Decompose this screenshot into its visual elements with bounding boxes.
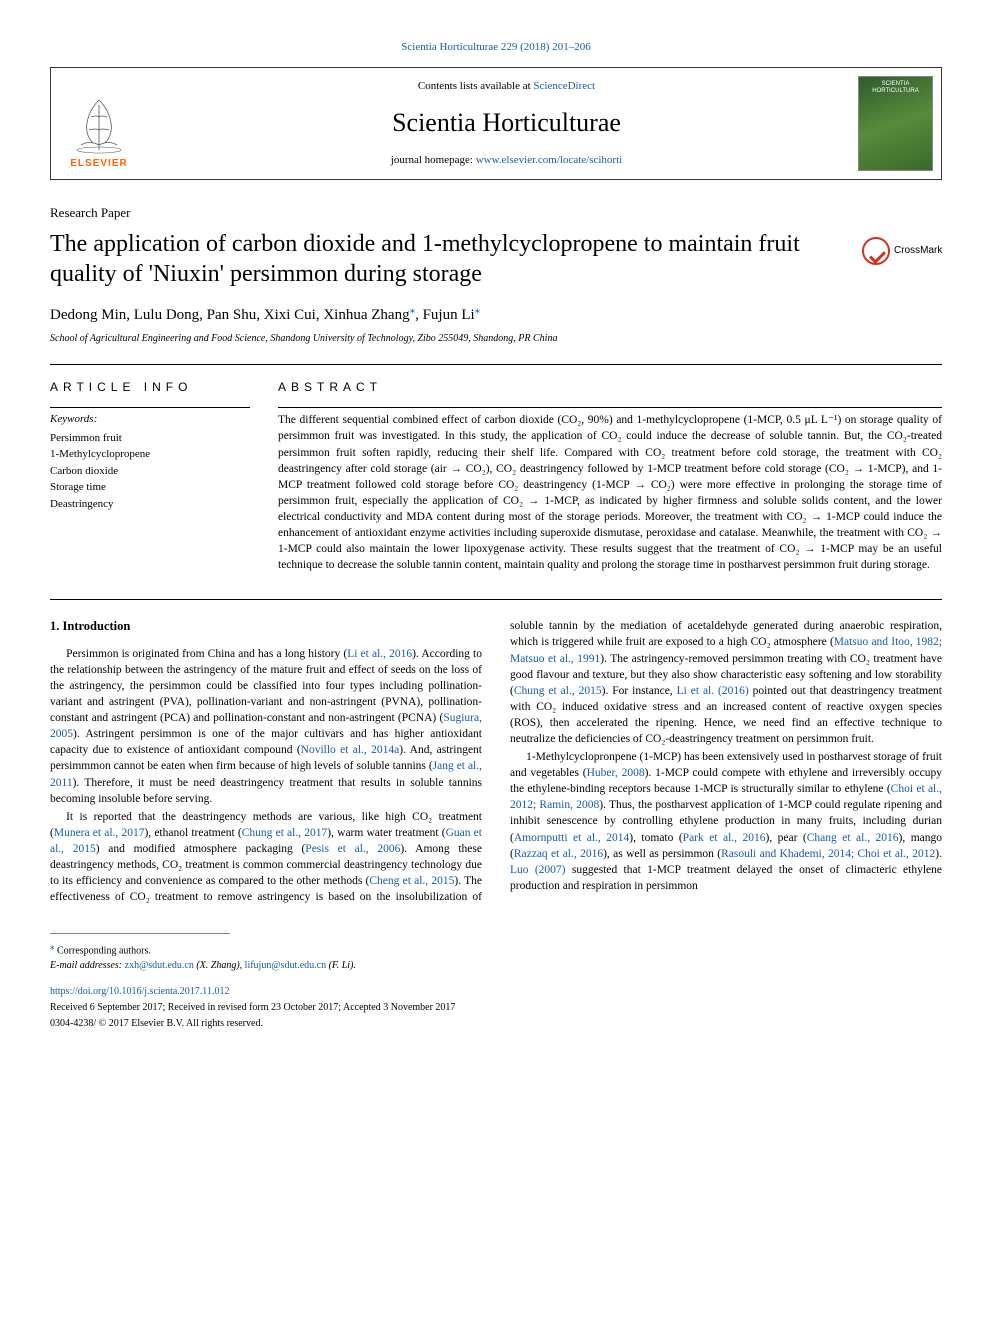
email-label: E-mail addresses: (50, 960, 125, 971)
keyword-item: Storage time (50, 479, 250, 496)
keywords-list: Persimmon fruit 1-Methylcyclopropene Car… (50, 430, 250, 513)
contents-available-line: Contents lists available at ScienceDirec… (155, 79, 858, 94)
citation-link[interactable]: Pesis et al., 2006 (305, 843, 400, 855)
email-addresses-line: E-mail addresses: zxh@sdut.edu.cn (X. Zh… (50, 959, 942, 973)
citation-link[interactable]: Cheng et al., 2015 (369, 875, 454, 887)
header-center: Contents lists available at ScienceDirec… (155, 79, 858, 168)
footnote-separator (50, 933, 230, 934)
abstract-divider (278, 407, 942, 408)
citation-link[interactable]: Razzaq et al., 2016 (514, 848, 603, 860)
para-text: ), ethanol treatment ( (144, 827, 241, 839)
para-text: ), pear ( (766, 832, 807, 844)
para-text: ), warm water treatment ( (327, 827, 445, 839)
authors-line: Dedong Min, Lulu Dong, Pan Shu, Xixi Cui… (50, 303, 942, 326)
para-text: Persimmon is originated from China and h… (66, 648, 347, 660)
corr-label: Corresponding authors. (55, 946, 151, 957)
elsevier-logo: ELSEVIER (59, 76, 139, 171)
journal-homepage-link[interactable]: www.elsevier.com/locate/scihorti (476, 154, 623, 166)
title-row: The application of carbon dioxide and 1-… (50, 229, 942, 289)
article-info-col: ARTICLE INFO Keywords: Persimmon fruit 1… (50, 379, 250, 574)
affiliation: School of Agricultural Engineering and F… (50, 332, 942, 346)
homepage-prefix: journal homepage: (391, 154, 476, 166)
issn-copyright: 0304-4238/ © 2017 Elsevier B.V. All righ… (50, 1017, 942, 1031)
journal-header: ELSEVIER Contents lists available at Sci… (50, 67, 942, 180)
para-text: ), as well as persimmon ( (603, 848, 721, 860)
journal-cover-thumb (858, 76, 933, 171)
divider-bottom (50, 599, 942, 600)
citation-link[interactable]: Li et al. (2016) (677, 685, 749, 697)
corresponding-author-note: ⁎ Corresponding authors. (50, 940, 942, 958)
crossmark-icon (862, 237, 890, 265)
email-link-1[interactable]: zxh@sdut.edu.cn (125, 960, 194, 971)
citation-link[interactable]: Amornputti et al., 2014 (514, 832, 629, 844)
authors-names-1: Dedong Min, Lulu Dong, Pan Shu, Xixi Cui… (50, 307, 410, 323)
info-abstract-row: ARTICLE INFO Keywords: Persimmon fruit 1… (50, 379, 942, 574)
body-paragraph-1: Persimmon is originated from China and h… (50, 646, 482, 807)
keywords-divider (50, 407, 250, 408)
crossmark-badge[interactable]: CrossMark (862, 237, 942, 265)
keyword-item: Carbon dioxide (50, 463, 250, 480)
paper-type: Research Paper (50, 204, 942, 222)
body-paragraph-3: 1-Methylcyclopronpene (1-MCP) has been e… (510, 749, 942, 894)
doi-link[interactable]: https://doi.org/10.1016/j.scienta.2017.1… (50, 985, 942, 999)
citation-link[interactable]: Chung et al., 2015 (514, 685, 602, 697)
citation-link[interactable]: Park et al., 2016 (683, 832, 766, 844)
article-history: Received 6 September 2017; Received in r… (50, 1001, 942, 1015)
divider-top (50, 364, 942, 365)
contents-prefix: Contents lists available at (418, 80, 533, 92)
journal-name: Scientia Horticulturae (155, 105, 858, 141)
abstract-head: ABSTRACT (278, 379, 942, 396)
abstract-text: The different sequential combined effect… (278, 412, 942, 573)
journal-homepage-line: journal homepage: www.elsevier.com/locat… (155, 153, 858, 168)
citation-link[interactable]: Chung et al., 2017 (242, 827, 328, 839)
para-text: suggested that 1-MCP treatment delayed t… (510, 864, 942, 892)
para-text: ), tomato ( (629, 832, 682, 844)
citation-link[interactable]: Huber, 2008 (587, 767, 645, 779)
article-info-head: ARTICLE INFO (50, 379, 250, 396)
publisher-name: ELSEVIER (70, 157, 127, 171)
citation-link[interactable]: Li et al., 2016 (347, 648, 412, 660)
main-body: 1. Introduction Persimmon is originated … (50, 618, 942, 905)
email-who-1: (X. Zhang), (194, 960, 245, 971)
email-who-2: (F. Li). (326, 960, 356, 971)
citation-link[interactable]: Luo (2007) (510, 864, 566, 876)
corr-mark-2: ⁎ (475, 304, 481, 316)
para-text: ). For instance, (602, 685, 677, 697)
para-text: ). (935, 848, 942, 860)
citation-link[interactable]: Novillo et al., 2014a (301, 744, 400, 756)
citation-link[interactable]: Munera et al., 2017 (54, 827, 145, 839)
running-head: Scientia Horticulturae 229 (2018) 201–20… (50, 40, 942, 55)
email-link-2[interactable]: lifujun@sdut.edu.cn (245, 960, 326, 971)
para-text: ). Therefore, it must be need deastringe… (50, 777, 482, 805)
authors-names-2: , Fujun Li (415, 307, 475, 323)
keyword-item: 1-Methylcyclopropene (50, 446, 250, 463)
keyword-item: Deastringency (50, 496, 250, 513)
intro-head: 1. Introduction (50, 618, 482, 636)
sciencedirect-link[interactable]: ScienceDirect (533, 80, 595, 92)
citation-link[interactable]: Rasouli and Khademi, 2014; Choi et al., … (721, 848, 935, 860)
para-text: ) and modified atmosphere packaging ( (96, 843, 306, 855)
abstract-col: ABSTRACT The different sequential combin… (278, 379, 942, 574)
keyword-item: Persimmon fruit (50, 430, 250, 447)
elsevier-tree-icon (69, 95, 129, 155)
citation-link[interactable]: Chang et al., 2016 (807, 832, 899, 844)
paper-title: The application of carbon dioxide and 1-… (50, 229, 842, 289)
crossmark-label: CrossMark (894, 244, 942, 258)
keywords-label: Keywords: (50, 412, 250, 427)
